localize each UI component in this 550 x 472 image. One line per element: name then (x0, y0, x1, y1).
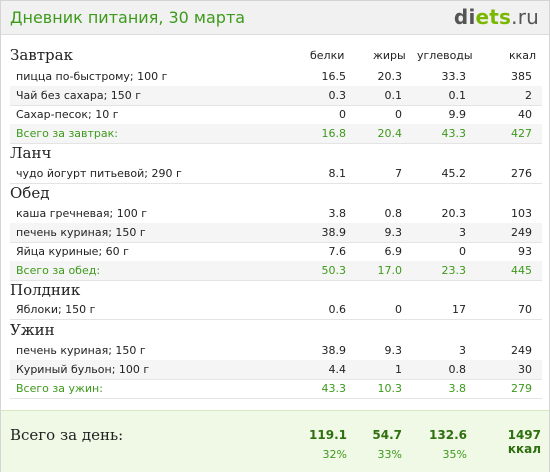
table-row: чудо йогурт питьевой; 290 г 8.1 7 45.2 276 (10, 164, 542, 184)
day-total-carbs: 132.6 (429, 428, 467, 442)
day-summary: Всего за день: 119.1 54.7 132.6 1497 кка… (1, 410, 549, 472)
day-total-label: Всего за день: (10, 426, 124, 444)
meal-title-supper: Ужин (10, 321, 55, 339)
meal-total-row: Всего за обед: 50.3 17.0 23.3 445 (10, 261, 542, 281)
table-row: печень куриная; 150 г 38.9 9.3 3 249 (10, 341, 542, 361)
table-row: Яблоки; 150 г 0.6 0 17 70 (10, 300, 542, 320)
table-row: Куриный бульон; 100 г 4.4 1 0.8 30 (10, 360, 542, 380)
day-total-fat: 54.7 (372, 428, 402, 442)
day-fat-percent: 33% (377, 448, 402, 461)
page-title: Дневник питания, 30 марта (10, 8, 246, 27)
meal-title-breakfast: Завтрак (10, 46, 73, 64)
day-carbs-percent: 35% (442, 448, 467, 461)
table-row: пицца по-быстрому; 100 г 16.5 20.3 33.3 38… (10, 67, 542, 87)
column-kcal: ккал (509, 49, 537, 62)
column-protein: белки (310, 49, 345, 62)
meal-title-dinner: Обед (10, 184, 50, 202)
day-total-protein: 119.1 (309, 428, 347, 442)
meal-title-lunch: Ланч (10, 144, 52, 162)
column-carbs: углеводы (417, 49, 473, 62)
column-fat: жиры (373, 49, 406, 62)
meal-total-row: Всего за завтрак: 16.8 20.4 43.3 427 (10, 124, 542, 144)
site-logo[interactable]: diets.ru (453, 5, 539, 29)
table-row: печень куриная; 150 г 38.9 9.3 3 249 (10, 223, 542, 243)
table-row: каша гречневая; 100 г 3.8 0.8 20.3 103 (10, 204, 542, 224)
meal-total-row: Всего за ужин: 43.3 10.3 3.8 279 (10, 379, 542, 399)
day-total-kcal: 1497 ккал (507, 428, 541, 456)
table-row: Чай без сахара; 150 г 0.3 0.1 0.1 2 (10, 86, 542, 106)
meal-title-snack: Полдник (10, 281, 81, 299)
diary-header: Дневник питания, 30 марта diets.ru (1, 1, 549, 35)
table-row: Яйца куриные; 60 г 7.6 6.9 0 93 (10, 242, 542, 262)
day-protein-percent: 32% (322, 448, 347, 461)
